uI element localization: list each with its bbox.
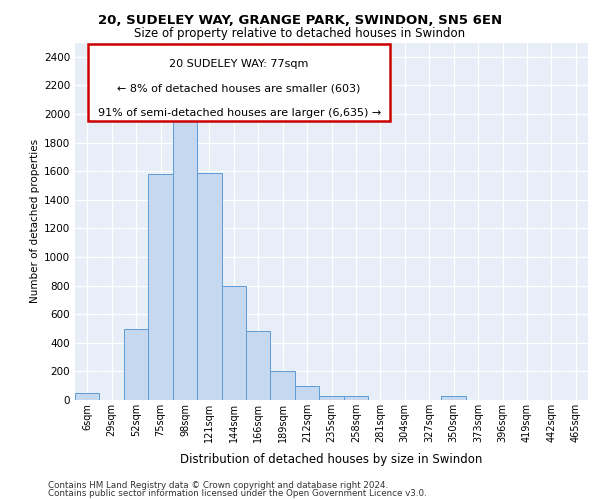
Text: 91% of semi-detached houses are larger (6,635) →: 91% of semi-detached houses are larger (… [98, 108, 381, 118]
Bar [75, 393, 100, 400]
Text: 20, SUDELEY WAY, GRANGE PARK, SWINDON, SN5 6EN: 20, SUDELEY WAY, GRANGE PARK, SWINDON, S… [98, 14, 502, 27]
Text: Contains HM Land Registry data © Crown copyright and database right 2024.: Contains HM Land Registry data © Crown c… [48, 481, 388, 490]
Bar [173, 121, 197, 400]
Bar [124, 328, 148, 400]
Text: Size of property relative to detached houses in Swindon: Size of property relative to detached ho… [134, 28, 466, 40]
Bar [442, 396, 466, 400]
Text: 20 SUDELEY WAY: 77sqm: 20 SUDELEY WAY: 77sqm [169, 60, 309, 70]
X-axis label: Distribution of detached houses by size in Swindon: Distribution of detached houses by size … [181, 454, 482, 466]
Bar [246, 332, 271, 400]
Bar [197, 172, 221, 400]
Bar [221, 286, 246, 400]
Bar [344, 396, 368, 400]
Y-axis label: Number of detached properties: Number of detached properties [30, 139, 40, 304]
Bar [295, 386, 319, 400]
Text: ← 8% of detached houses are smaller (603): ← 8% of detached houses are smaller (603… [118, 84, 361, 94]
Bar [319, 396, 344, 400]
Bar [148, 174, 173, 400]
Text: Contains public sector information licensed under the Open Government Licence v3: Contains public sector information licen… [48, 488, 427, 498]
FancyBboxPatch shape [88, 44, 391, 121]
Bar [271, 372, 295, 400]
